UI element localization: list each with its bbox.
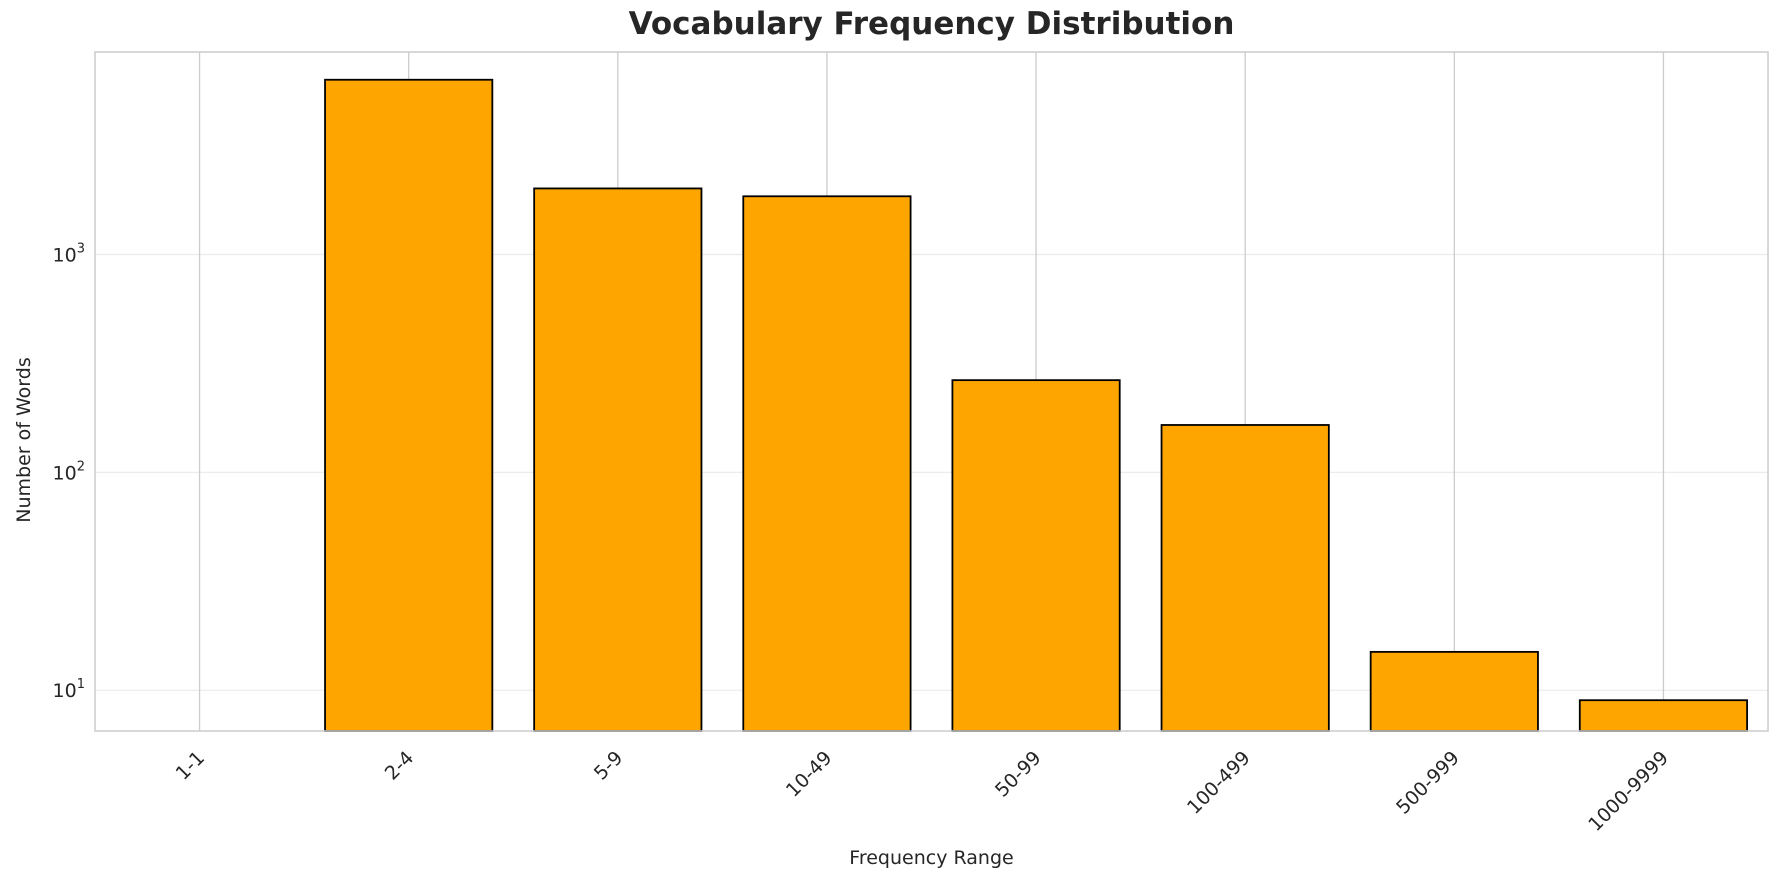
bar-50-99 [951, 379, 1121, 732]
bar-500-999 [1369, 650, 1539, 732]
chart-title: Vocabulary Frequency Distribution [628, 6, 1235, 42]
bar-2-4 [324, 78, 494, 732]
bar-100-499 [1160, 424, 1330, 732]
x-tick-label: 50-99 [991, 747, 1046, 802]
y-tick-label: 102 [53, 459, 85, 484]
x-tick-label: 500-999 [1392, 747, 1464, 819]
y-tick-label: 103 [53, 241, 85, 266]
bar-10-49 [742, 195, 912, 732]
x-tick-label: 100-499 [1183, 747, 1255, 819]
x-tick-label: 5-9 [590, 747, 628, 785]
x-tick-label: 2-4 [381, 747, 419, 785]
x-tick-label: 1000-9999 [1584, 747, 1673, 836]
y-axis-label: Number of Words [13, 357, 35, 523]
y-tick-label: 101 [53, 677, 85, 702]
x-axis-label: Frequency Range [849, 847, 1014, 869]
x-tick-label: 10-49 [782, 747, 837, 802]
plot-frame [94, 51, 1769, 732]
bar-1000-9999 [1578, 699, 1748, 732]
bar-5-9 [533, 187, 703, 732]
x-tick-label: 1-1 [172, 747, 210, 785]
